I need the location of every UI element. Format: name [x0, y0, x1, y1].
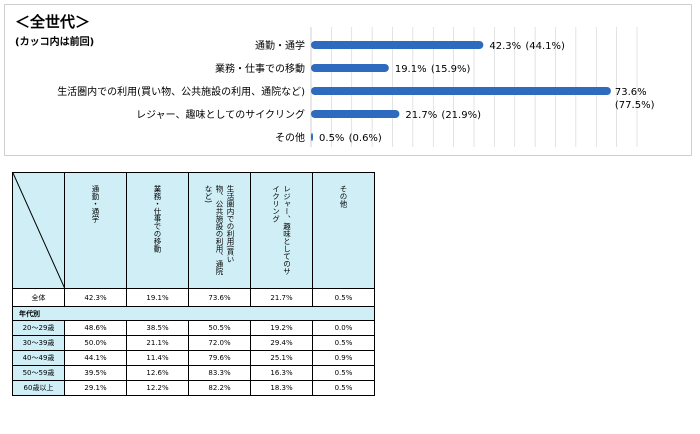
table-header-leisure: レジャー、趣味としてのサイクリング [250, 172, 313, 289]
category-label: 通勤・通学 [255, 39, 305, 52]
bar [311, 133, 314, 141]
bar [311, 110, 400, 118]
table-cell: 79.6% [188, 350, 251, 366]
table-cell: 18.3% [250, 380, 313, 396]
table-row: 30～39歳 50.0% 21.1% 72.0% 29.4% 0.5% [12, 335, 375, 351]
bar [311, 41, 484, 49]
group-label: 年代別 [12, 306, 375, 321]
data-label: 21.7% [405, 110, 437, 121]
row-label: 20～29歳 [12, 320, 65, 336]
row-label: 全体 [12, 288, 65, 307]
row-label: 60歳以上 [12, 380, 65, 396]
data-label: 73.6% [615, 87, 647, 98]
table-cell: 0.0% [312, 320, 375, 336]
table-cell: 73.6% [188, 288, 251, 307]
table-cell: 12.2% [126, 380, 189, 396]
table-cell: 0.5% [312, 365, 375, 381]
table-cell: 82.2% [188, 380, 251, 396]
table-row: 50～59歳 39.5% 12.6% 83.3% 16.3% 0.5% [12, 365, 375, 381]
table-header-daily-life: 生活圏内での利用(買い物、公共施設の利用、通院など) [188, 172, 251, 289]
table-cell: 0.9% [312, 350, 375, 366]
table-corner-cell [12, 172, 65, 289]
previous-label: (21.9%) [441, 110, 481, 121]
table-cell: 19.2% [250, 320, 313, 336]
table-cell: 38.5% [126, 320, 189, 336]
table-cell: 44.1% [64, 350, 127, 366]
category-label: その他 [275, 131, 305, 144]
row-label: 50～59歳 [12, 365, 65, 381]
table-cell: 48.6% [64, 320, 127, 336]
table-cell: 42.3% [64, 288, 127, 307]
table-cell: 0.5% [312, 380, 375, 396]
table-cell: 0.5% [312, 288, 375, 307]
table-row: 60歳以上 29.1% 12.2% 82.2% 18.3% 0.5% [12, 380, 375, 396]
previous-label: (77.5%) [615, 100, 655, 111]
category-label: レジャー、趣味としてのサイクリング [136, 108, 305, 121]
data-table: 通勤・通学 業務・仕事での移動 生活圏内での利用(買い物、公共施設の利用、通院な… [12, 172, 375, 396]
table-cell: 72.0% [188, 335, 251, 351]
table-group-row: 年代別 [12, 306, 375, 321]
table-cell: 29.1% [64, 380, 127, 396]
table-cell: 16.3% [250, 365, 313, 381]
data-label: 19.1% [395, 64, 427, 75]
table-header-other: その他 [312, 172, 375, 289]
chart-subtitle: (カッコ内は前回) [15, 37, 95, 48]
table-header-business: 業務・仕事での移動 [126, 172, 189, 289]
row-label: 30～39歳 [12, 335, 65, 351]
table-cell: 21.1% [126, 335, 189, 351]
data-label: 0.5% [319, 133, 344, 144]
category-label: 生活圏内での利用(買い物、公共施設の利用、通院など) [57, 85, 305, 98]
chart-title: ＜全世代＞ [15, 13, 91, 31]
bar-chart: 通勤・通学 42.3% (44.1%) 業務・仕事での移動 19.1% (15.9%) 生活… [57, 27, 655, 147]
previous-label: (15.9%) [431, 64, 471, 75]
table-cell: 12.6% [126, 365, 189, 381]
corner-diagonal [13, 173, 65, 289]
table-header-commute: 通勤・通学 [64, 172, 127, 289]
table-cell: 50.0% [64, 335, 127, 351]
previous-label: (0.6%) [349, 133, 382, 144]
data-label: 42.3% [489, 41, 521, 52]
category-label: 業務・仕事での移動 [215, 62, 305, 75]
table-cell: 50.5% [188, 320, 251, 336]
row-label: 40～49歳 [12, 350, 65, 366]
table-row-total: 全体 42.3% 19.1% 73.6% 21.7% 0.5% [12, 288, 375, 307]
table-cell: 39.5% [64, 365, 127, 381]
previous-label: (44.1%) [525, 41, 565, 52]
table-row: 20～29歳 48.6% 38.5% 50.5% 19.2% 0.0% [12, 320, 375, 336]
table-cell: 0.5% [312, 335, 375, 351]
table-cell: 19.1% [126, 288, 189, 307]
table-cell: 25.1% [250, 350, 313, 366]
table-cell: 83.3% [188, 365, 251, 381]
table-cell: 29.4% [250, 335, 313, 351]
table-header-row: 通勤・通学 業務・仕事での移動 生活圏内での利用(買い物、公共施設の利用、通院な… [12, 172, 375, 289]
table-cell: 11.4% [126, 350, 189, 366]
chart-panel: 通勤・通学 42.3% (44.1%) 業務・仕事での移動 19.1% (15.9%) 生活… [4, 4, 692, 156]
table-row: 40～49歳 44.1% 11.4% 79.6% 25.1% 0.9% [12, 350, 375, 366]
table-cell: 21.7% [250, 288, 313, 307]
bar [311, 64, 389, 72]
bar [311, 87, 611, 95]
